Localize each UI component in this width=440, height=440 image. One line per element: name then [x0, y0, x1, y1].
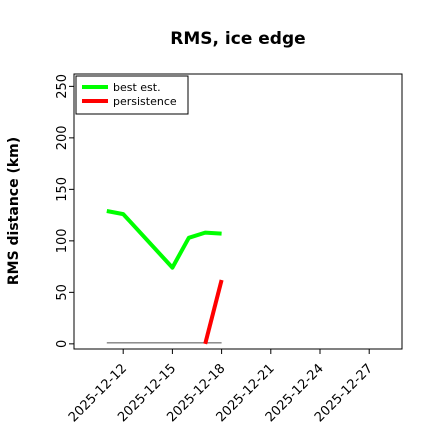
y-axis: 0 50 100 150 200 250: [55, 74, 74, 348]
y-tick-label: 250: [55, 74, 70, 99]
y-tick-label: 100: [55, 228, 70, 253]
y-tick-label: 150: [55, 177, 70, 202]
series-line-best-est: [106, 209, 222, 270]
legend: best est. persistence: [75, 75, 189, 115]
legend-label-persistence: persistence: [113, 95, 177, 108]
y-tick-label: 200: [55, 125, 70, 150]
series-line-persistence: [203, 279, 224, 345]
legend-box: [75, 75, 189, 115]
legend-label-best-est: best est.: [113, 81, 161, 94]
series-layer: [106, 209, 224, 345]
y-tick-label: 50: [55, 284, 70, 301]
chart-title: RMS, ice edge: [170, 29, 305, 49]
y-tick-label: 0: [55, 340, 70, 348]
x-axis: 2025-12-122025-12-152025-12-182025-12-21…: [66, 349, 376, 425]
y-axis-label: RMS distance (km): [6, 137, 22, 285]
plot-frame: [73, 73, 403, 350]
